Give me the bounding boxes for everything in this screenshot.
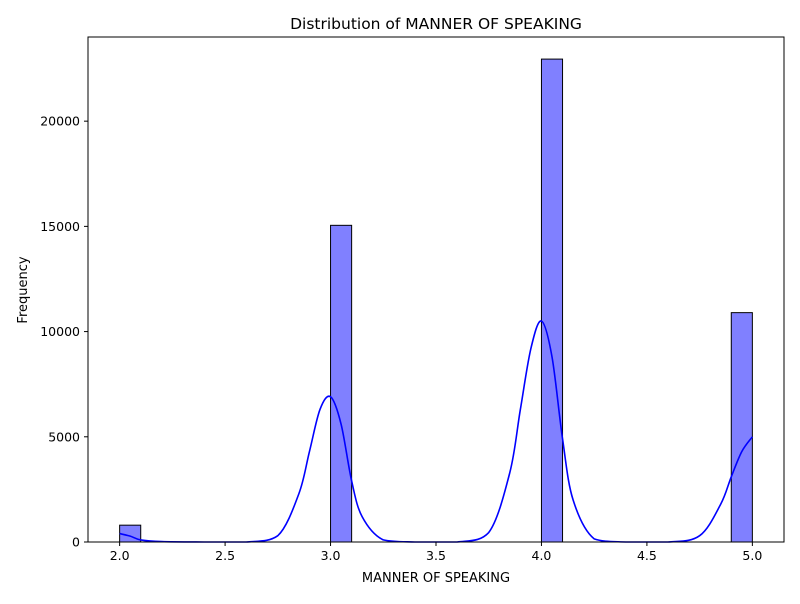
- x-tick-label: 2.5: [215, 548, 235, 563]
- x-tick-label: 3.0: [321, 548, 341, 563]
- y-tick-label: 20000: [40, 114, 80, 129]
- x-axis-label: MANNER OF SPEAKING: [362, 571, 510, 586]
- y-tick-label: 10000: [40, 324, 80, 339]
- y-axis-label: Frequency: [16, 256, 31, 323]
- x-tick-label: 4.5: [637, 548, 657, 563]
- histogram-bar-2: [540, 58, 564, 543]
- y-tick-label: 0: [72, 535, 80, 550]
- y-tick-label: 15000: [40, 219, 80, 234]
- histogram-bar-3: [730, 312, 753, 543]
- x-tick-label: 5.0: [742, 548, 762, 563]
- plot-frame: [87, 36, 785, 543]
- x-tick-label: 2.0: [110, 548, 130, 563]
- kde-curve: [119, 320, 754, 543]
- x-tick-label: 4.0: [532, 548, 552, 563]
- y-tick-label: 5000: [48, 429, 80, 444]
- histogram-bar-1: [330, 224, 353, 543]
- x-tick-label: 3.5: [426, 548, 446, 563]
- chart-title: Distribution of MANNER OF SPEAKING: [290, 15, 582, 33]
- plot-area: 2.0 2.5 3.0 3.5 4.0 4.5 5.0 0 5000 10000 15000 2000…: [40, 36, 785, 563]
